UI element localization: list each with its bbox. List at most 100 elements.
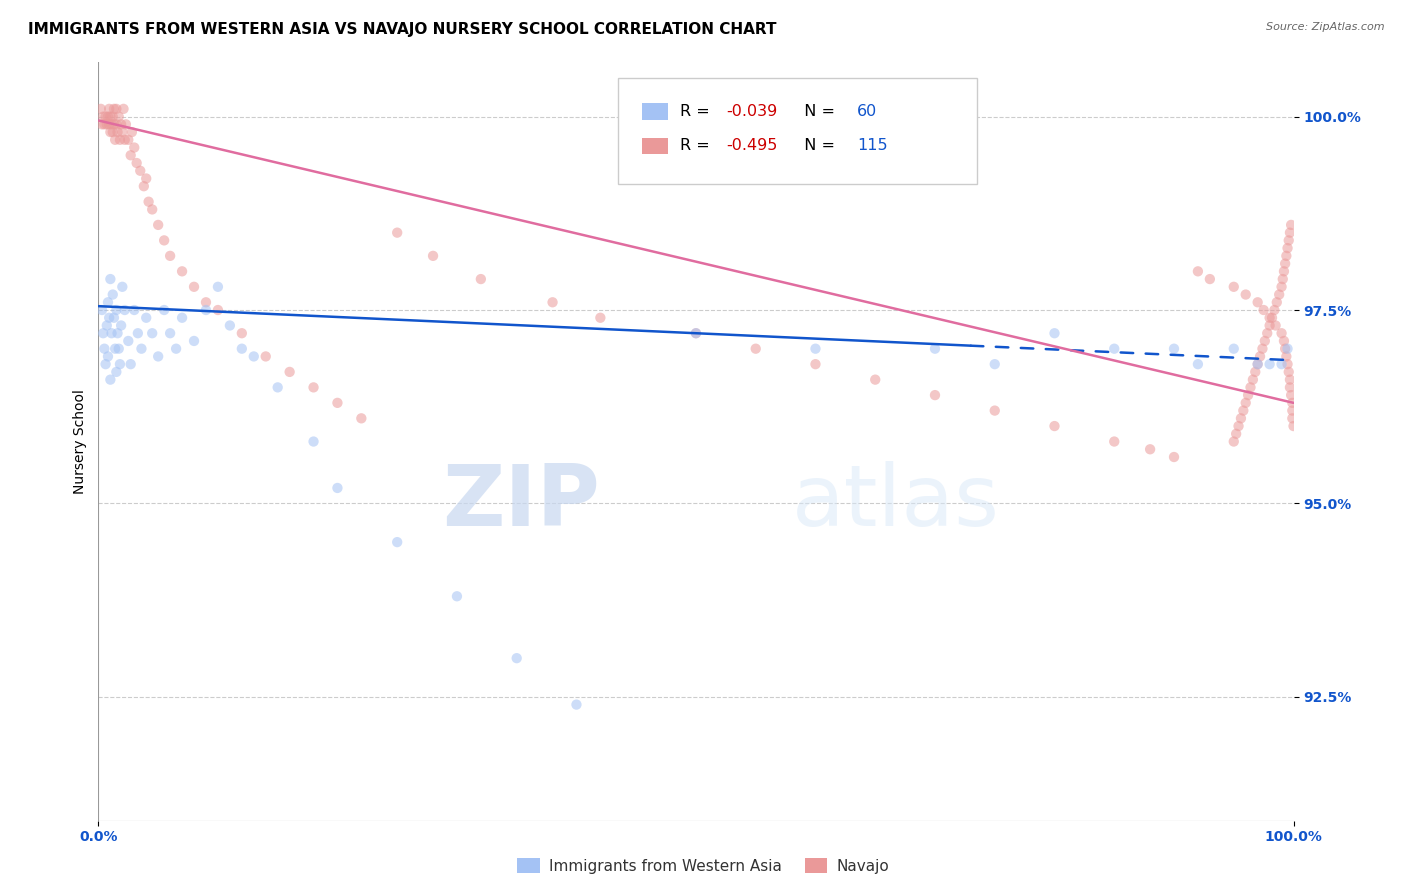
Point — [112, 102, 135, 116]
Point — [1187, 357, 1209, 371]
Point — [117, 334, 139, 348]
Point — [129, 163, 152, 178]
Point — [110, 318, 132, 333]
Point — [1232, 403, 1254, 417]
Point — [111, 125, 134, 139]
Point — [924, 342, 946, 356]
Point — [105, 117, 128, 131]
Point — [984, 357, 1007, 371]
Point — [506, 651, 529, 665]
Point — [90, 102, 112, 116]
Point — [1275, 350, 1298, 364]
Point — [101, 110, 124, 124]
Point — [107, 110, 129, 124]
Point — [1278, 365, 1301, 379]
Text: -0.495: -0.495 — [725, 138, 778, 153]
Point — [1278, 233, 1301, 247]
Point — [120, 148, 142, 162]
Point — [165, 342, 187, 356]
Point — [1261, 310, 1284, 325]
Point — [1263, 303, 1285, 318]
Point — [108, 133, 131, 147]
Text: atlas: atlas — [792, 460, 1000, 544]
Point — [103, 310, 125, 325]
Point — [135, 171, 157, 186]
Point — [124, 140, 146, 154]
Point — [1272, 334, 1295, 348]
Point — [103, 102, 125, 116]
Point — [138, 194, 160, 209]
Point — [94, 110, 117, 124]
Point — [1271, 280, 1294, 294]
Point — [1223, 342, 1246, 356]
Point — [105, 303, 128, 318]
Point — [159, 249, 181, 263]
Point — [132, 179, 155, 194]
Point — [446, 589, 468, 603]
Point — [1265, 295, 1288, 310]
Legend: Immigrants from Western Asia, Navajo: Immigrants from Western Asia, Navajo — [510, 852, 896, 880]
Point — [1277, 357, 1299, 371]
Point — [98, 102, 121, 116]
Point — [107, 342, 129, 356]
Y-axis label: Nursery School: Nursery School — [73, 389, 87, 494]
Point — [104, 133, 127, 147]
Point — [1281, 411, 1303, 425]
Point — [183, 280, 205, 294]
Point — [1271, 326, 1294, 341]
Point — [1281, 396, 1303, 410]
Point — [1274, 257, 1296, 271]
Point — [103, 117, 125, 131]
Point — [1278, 380, 1301, 394]
Point — [1241, 373, 1264, 387]
Point — [1258, 318, 1281, 333]
Text: IMMIGRANTS FROM WESTERN ASIA VS NAVAJO NURSERY SCHOOL CORRELATION CHART: IMMIGRANTS FROM WESTERN ASIA VS NAVAJO N… — [28, 22, 776, 37]
Point — [96, 318, 118, 333]
Point — [1043, 326, 1066, 341]
Point — [1230, 411, 1253, 425]
Point — [125, 156, 148, 170]
Point — [91, 303, 114, 318]
Point — [589, 310, 612, 325]
Point — [141, 326, 163, 341]
Point — [195, 295, 218, 310]
Point — [1237, 388, 1260, 402]
Point — [107, 125, 129, 139]
Point — [1163, 450, 1185, 464]
Point — [231, 342, 253, 356]
Point — [120, 357, 142, 371]
Point — [97, 350, 120, 364]
Point — [96, 117, 118, 131]
Point — [98, 272, 122, 286]
Text: R =: R = — [681, 104, 716, 120]
Point — [91, 326, 114, 341]
Point — [804, 357, 827, 371]
Point — [127, 326, 149, 341]
Point — [98, 110, 122, 124]
Point — [207, 303, 229, 318]
Text: 60: 60 — [858, 104, 877, 120]
Point — [350, 411, 373, 425]
Point — [1281, 403, 1303, 417]
Point — [243, 350, 266, 364]
Text: N =: N = — [794, 104, 841, 120]
Point — [1223, 434, 1246, 449]
Point — [385, 535, 409, 549]
Point — [100, 326, 122, 341]
Point — [1278, 373, 1301, 387]
Point — [159, 326, 181, 341]
Point — [1268, 287, 1291, 301]
Point — [98, 373, 122, 387]
Point — [1187, 264, 1209, 278]
Point — [1249, 350, 1271, 364]
Point — [115, 117, 138, 131]
Text: 115: 115 — [858, 138, 889, 153]
Point — [1239, 380, 1261, 394]
Point — [98, 117, 121, 131]
Point — [1253, 303, 1275, 318]
Point — [1271, 272, 1294, 286]
Point — [278, 365, 301, 379]
Point — [1272, 264, 1295, 278]
Point — [101, 125, 124, 139]
Point — [302, 380, 325, 394]
